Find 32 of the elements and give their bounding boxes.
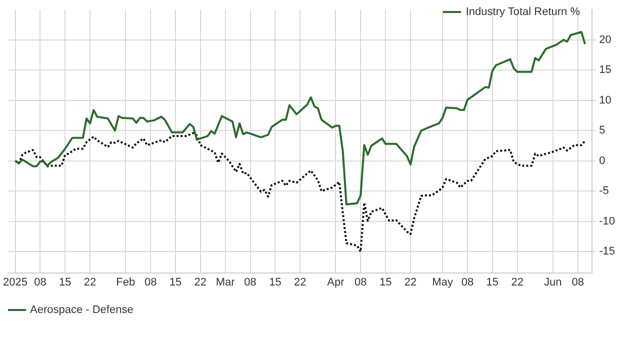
x-tick-label: Jun <box>544 276 562 288</box>
y-tick-label: 0 <box>599 154 606 167</box>
legend-title: Industry Total Return % <box>466 6 580 18</box>
x-tick-label: 15 <box>169 276 182 288</box>
x-tick-label: 22 <box>194 276 207 288</box>
x-tick-label: 22 <box>84 276 96 288</box>
x-tick-label: 08 <box>144 276 157 288</box>
legend-label: Aerospace - Defense <box>30 304 134 316</box>
y-tick-label: -15 <box>599 246 616 258</box>
x-tick-label: Apr <box>327 276 345 288</box>
y-tick-label: 15 <box>599 64 612 76</box>
x-tick-label: 08 <box>572 276 584 288</box>
x-tick-label: 08 <box>34 276 46 288</box>
y-tick-label: -10 <box>599 215 616 228</box>
x-tick-label: 15 <box>269 276 282 288</box>
x-tick-label: 08 <box>461 276 474 288</box>
x-tick-label: 22 <box>511 276 524 288</box>
x-tick-label: 08 <box>354 276 367 288</box>
x-tick-label: 15 <box>486 276 499 288</box>
x-tick-label: 15 <box>59 276 72 288</box>
y-tick-label: 5 <box>599 124 606 137</box>
x-tick-label: 08 <box>244 276 256 288</box>
x-tick-label: 2025 <box>3 276 28 288</box>
y-tick-label: 20 <box>599 34 612 46</box>
x-tick-label: 15 <box>379 276 392 288</box>
y-tick-label: -5 <box>599 185 609 198</box>
x-tick-label: May <box>432 276 454 288</box>
x-tick-label: Feb <box>116 276 136 288</box>
x-tick-label: 22 <box>294 276 306 288</box>
x-tick-label: 22 <box>404 276 417 288</box>
y-tick-label: 10 <box>599 94 612 106</box>
x-tick-label: Mar <box>216 276 236 288</box>
